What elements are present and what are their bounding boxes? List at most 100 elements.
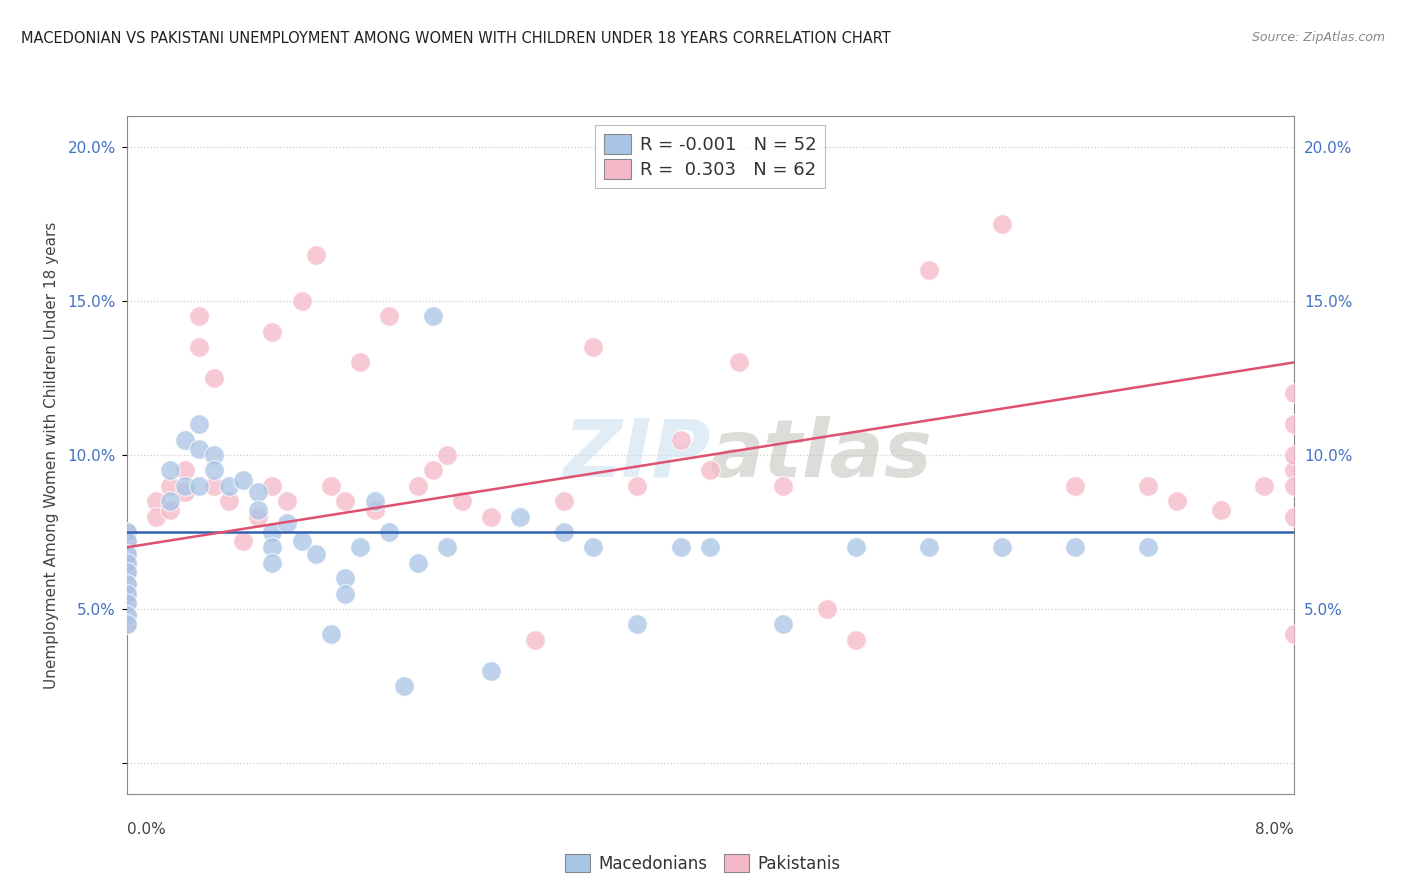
Point: [115, 565, 138, 579]
Point: [378, 524, 401, 539]
Point: [1282, 448, 1305, 462]
Point: [305, 247, 328, 261]
Point: [349, 355, 371, 369]
Point: [232, 534, 254, 549]
Legend: Macedonians, Pakistanis: Macedonians, Pakistanis: [558, 847, 848, 880]
Point: [115, 608, 138, 623]
Point: [451, 494, 474, 508]
Point: [202, 463, 225, 477]
Point: [115, 556, 138, 570]
Point: [290, 534, 312, 549]
Point: [262, 524, 284, 539]
Point: [232, 473, 254, 487]
Point: [1282, 463, 1305, 477]
Point: [115, 534, 138, 549]
Text: Source: ZipAtlas.com: Source: ZipAtlas.com: [1251, 31, 1385, 45]
Point: [159, 503, 181, 517]
Point: [990, 217, 1012, 231]
Point: [349, 541, 371, 555]
Point: [145, 494, 167, 508]
Point: [626, 617, 648, 632]
Point: [626, 479, 648, 493]
Y-axis label: Unemployment Among Women with Children Under 18 years: Unemployment Among Women with Children U…: [45, 221, 59, 689]
Point: [115, 577, 138, 591]
Point: [276, 494, 298, 508]
Point: [1282, 509, 1305, 524]
Point: [174, 433, 197, 447]
Point: [1136, 479, 1159, 493]
Point: [669, 433, 692, 447]
Point: [262, 325, 284, 339]
Point: [188, 417, 211, 431]
Point: [115, 586, 138, 600]
Text: 0.0%: 0.0%: [127, 822, 166, 837]
Point: [582, 541, 605, 555]
Point: [188, 479, 211, 493]
Point: [479, 509, 502, 524]
Point: [378, 310, 401, 324]
Point: [363, 503, 385, 517]
Point: [422, 463, 444, 477]
Point: [262, 479, 284, 493]
Point: [145, 509, 167, 524]
Point: [246, 484, 269, 499]
Point: [1209, 503, 1232, 517]
Point: [335, 494, 357, 508]
Point: [553, 524, 575, 539]
Point: [523, 632, 546, 647]
Point: [159, 494, 181, 508]
Point: [1166, 494, 1188, 508]
Point: [1253, 479, 1275, 493]
Text: 8.0%: 8.0%: [1254, 822, 1294, 837]
Point: [202, 479, 225, 493]
Point: [174, 479, 197, 493]
Point: [159, 479, 181, 493]
Point: [202, 371, 225, 385]
Point: [509, 509, 531, 524]
Point: [218, 479, 240, 493]
Point: [262, 556, 284, 570]
Point: [115, 565, 138, 579]
Point: [918, 263, 941, 277]
Point: [582, 340, 605, 354]
Point: [174, 463, 197, 477]
Point: [115, 547, 138, 561]
Point: [408, 479, 430, 493]
Point: [290, 293, 312, 308]
Point: [174, 484, 197, 499]
Text: ZIP: ZIP: [562, 416, 710, 494]
Point: [422, 310, 444, 324]
Point: [845, 632, 868, 647]
Point: [115, 556, 138, 570]
Point: [728, 355, 751, 369]
Point: [246, 509, 269, 524]
Point: [553, 494, 575, 508]
Point: [699, 463, 721, 477]
Point: [669, 541, 692, 555]
Point: [772, 617, 794, 632]
Point: [918, 541, 941, 555]
Point: [246, 503, 269, 517]
Point: [218, 494, 240, 508]
Point: [115, 586, 138, 600]
Point: [115, 596, 138, 610]
Point: [305, 547, 328, 561]
Point: [115, 534, 138, 549]
Point: [262, 541, 284, 555]
Point: [276, 516, 298, 530]
Point: [115, 547, 138, 561]
Point: [392, 679, 415, 693]
Point: [1063, 541, 1085, 555]
Point: [115, 596, 138, 610]
Point: [188, 340, 211, 354]
Point: [115, 524, 138, 539]
Point: [188, 442, 211, 456]
Point: [815, 602, 838, 616]
Point: [319, 479, 342, 493]
Point: [115, 608, 138, 623]
Point: [115, 617, 138, 632]
Point: [1282, 386, 1305, 401]
Point: [363, 494, 385, 508]
Text: atlas: atlas: [710, 416, 932, 494]
Point: [436, 448, 458, 462]
